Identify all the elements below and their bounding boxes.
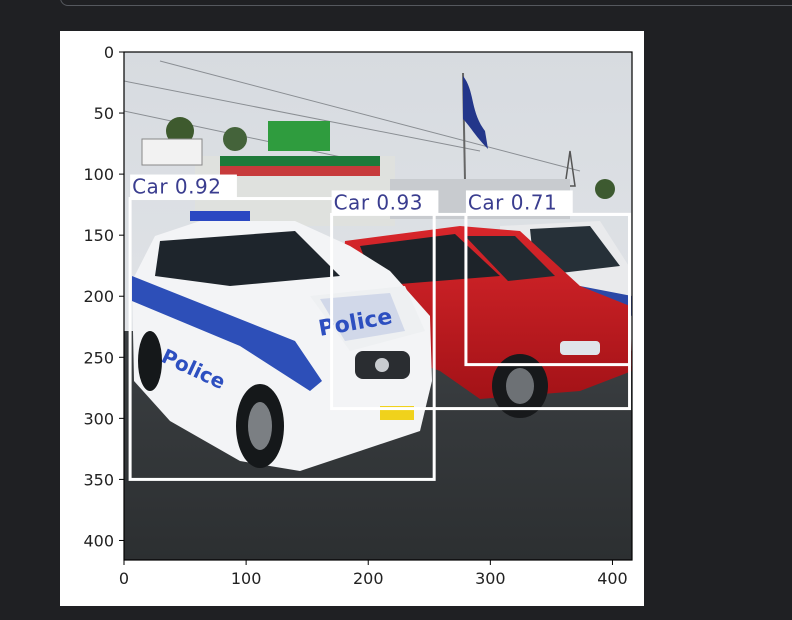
axes-frame [123,51,633,561]
flag [463,76,488,149]
detection-label: Car 0.71 [468,190,557,214]
photo: Police Police [124,52,632,560]
x-axis: 0 100 200 300 400 [119,560,628,588]
y-tick-label: 250 [83,348,114,367]
y-tick-label: 350 [83,470,114,489]
detection-label: Car 0.93 [334,190,423,214]
detection-label-bg [130,174,237,199]
x-tick-label: 100 [231,569,262,588]
shop-sign [268,121,330,151]
tree [223,127,247,151]
output-figure: Police Police Car 0.92 Car 0.93 Car 0.71 0… [60,31,644,606]
y-tick-label: 100 [83,165,114,184]
detection-label-bg [331,190,439,215]
y-tick-label: 200 [83,287,114,306]
tree [166,117,194,145]
previous-cell-frame [60,0,792,6]
y-tick-label: 0 [104,43,114,62]
y-axis: 0 50 100 150 200 250 300 350 400 [83,43,124,550]
y-tick-label: 300 [83,409,114,428]
x-tick-label: 200 [353,569,384,588]
detection-box [128,197,436,481]
y-tick-label: 400 [83,531,114,550]
detection-label: Car 0.92 [132,175,221,199]
x-tick-label: 300 [475,569,506,588]
detection-label-bg [465,190,573,215]
x-tick-label: 0 [119,569,129,588]
tree [595,179,615,199]
detections-layer: Car 0.92 Car 0.93 Car 0.71 [128,174,632,481]
y-tick-label: 50 [94,104,114,123]
y-tick-label: 150 [83,226,114,245]
x-tick-label: 400 [597,569,628,588]
plot-svg: Police Police Car 0.92 Car 0.93 Car 0.71 0… [83,43,633,588]
